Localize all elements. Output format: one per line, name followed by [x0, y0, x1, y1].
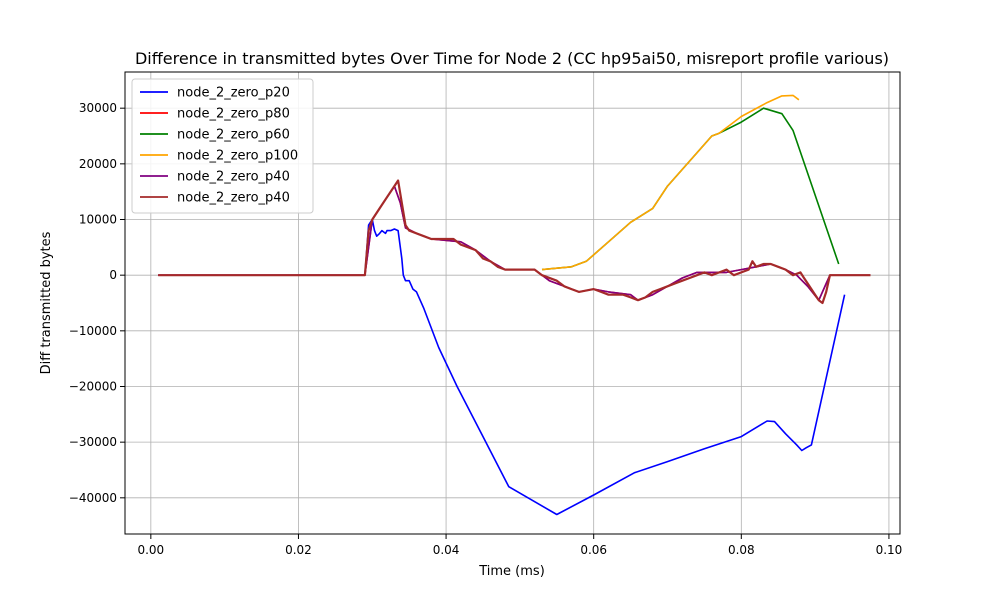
x-axis: 0.00 0.02 0.04 0.06 0.08 0.10 — [137, 534, 902, 557]
legend-box — [131, 78, 314, 214]
legend-label: node_2_zero_p40 — [177, 191, 290, 206]
y-axis: −40000 −30000 −20000 −10000 0 10000 20000 30000 — [69, 101, 125, 505]
x-axis-label: Time (ms) — [478, 564, 545, 579]
plot-area-frame — [124, 71, 901, 535]
series-layer — [158, 94, 871, 516]
y-tick-label: 10000 — [79, 213, 117, 227]
y-axis-label: Diff transmitted bytes — [39, 231, 54, 374]
series-line-node_2_zero_p60-2 — [541, 107, 840, 271]
y-tick-label: 30000 — [79, 101, 117, 115]
series-line-node_2_zero_p100-3 — [541, 94, 800, 271]
legend-label: node_2_zero_p20 — [177, 86, 290, 101]
legend-label: node_2_zero_p80 — [177, 107, 290, 122]
x-tick-label: 0.00 — [137, 543, 164, 557]
series-line-node_2_zero_p40-5 — [158, 179, 871, 305]
y-tick-label: −40000 — [69, 491, 117, 505]
legend-label: node_2_zero_p40 — [177, 170, 290, 185]
y-tick-label: 0 — [109, 268, 117, 282]
x-tick-label: 0.06 — [580, 543, 607, 557]
x-tick-label: 0.04 — [433, 543, 460, 557]
series-line-node_2_zero_p20-0 — [158, 218, 846, 516]
x-tick-label: 0.02 — [285, 543, 312, 557]
legend-label: node_2_zero_p100 — [177, 149, 298, 164]
y-tick-label: 20000 — [79, 157, 117, 171]
x-tick-label: 0.08 — [728, 543, 755, 557]
legend: node_2_zero_p20 node_2_zero_p80 node_2_zer… — [131, 78, 314, 214]
legend-label: node_2_zero_p60 — [177, 128, 290, 143]
x-tick-label: 0.10 — [876, 543, 903, 557]
y-tick-label: −10000 — [69, 324, 117, 338]
y-tick-label: −30000 — [69, 435, 117, 449]
y-tick-label: −20000 — [69, 379, 117, 393]
chart-title: Difference in transmitted bytes Over Tim… — [135, 49, 889, 68]
